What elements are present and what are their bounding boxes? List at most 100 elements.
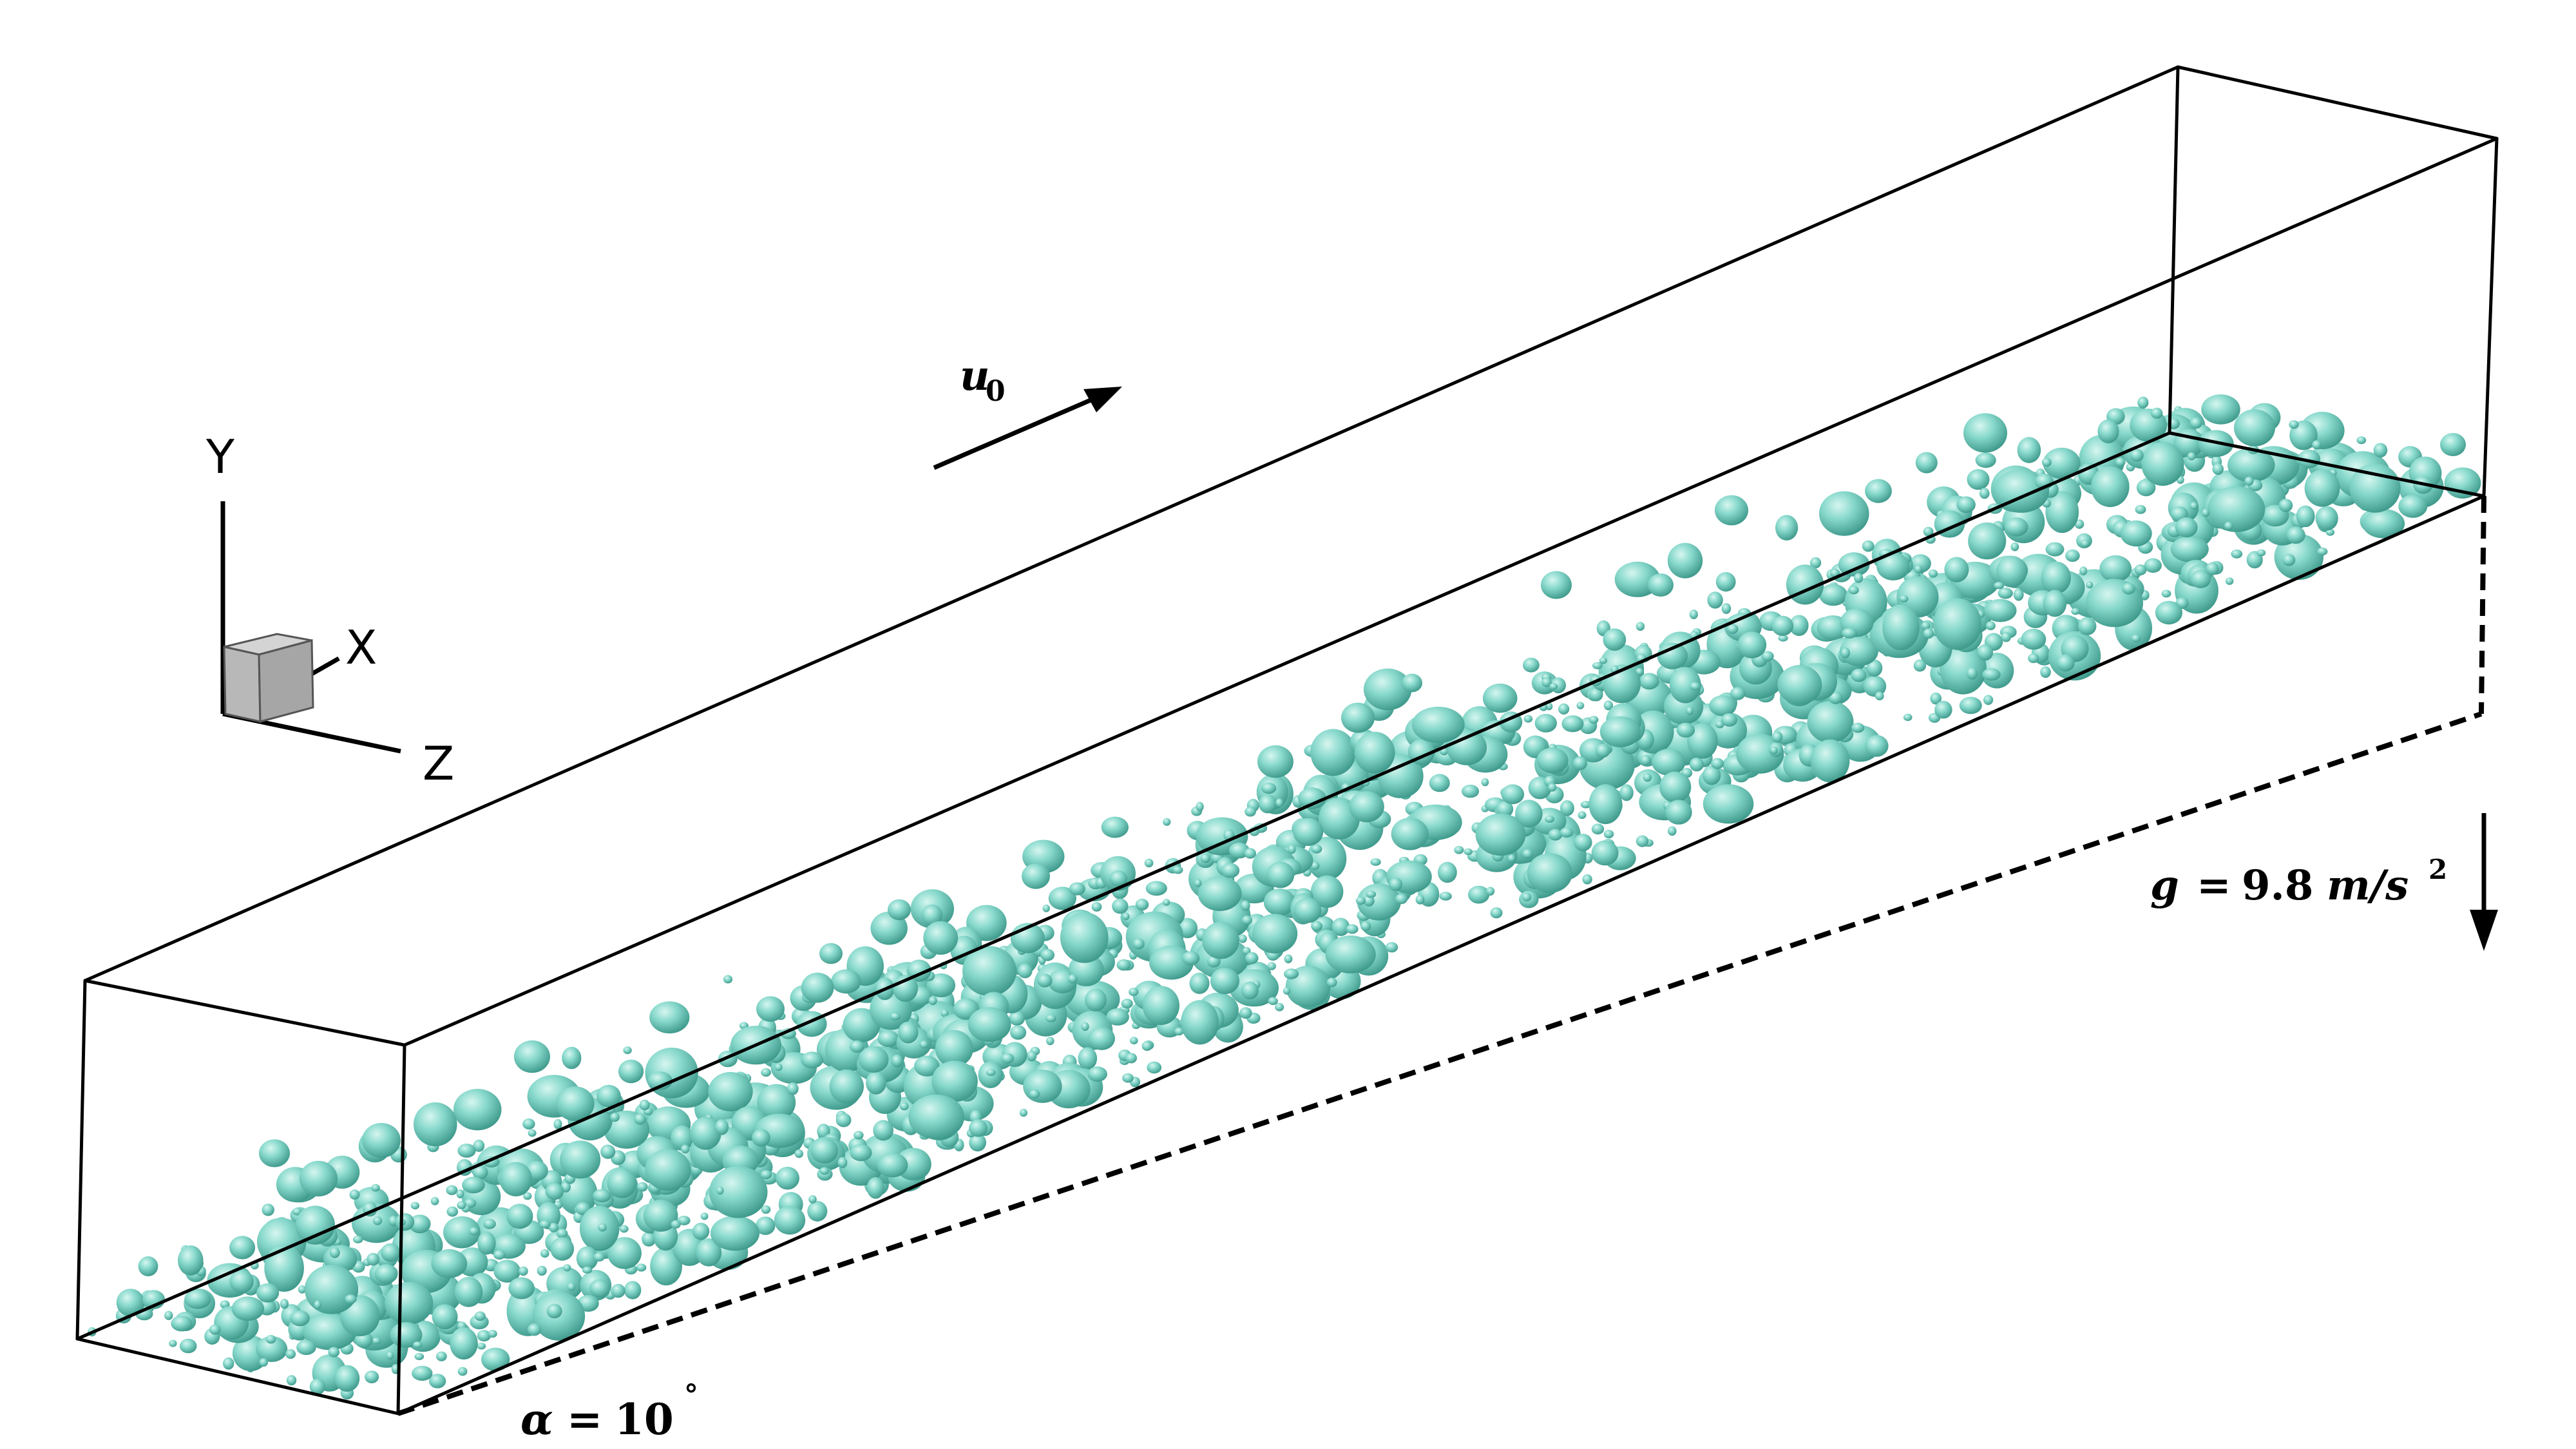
bubble — [2137, 396, 2149, 408]
bubble — [1715, 572, 1736, 592]
bubble — [1914, 564, 1923, 573]
bubble — [563, 1264, 571, 1272]
bubble — [2312, 440, 2322, 450]
gravity-label: g = 9.8 m/s 2 — [2150, 854, 2447, 910]
bubble — [1275, 1003, 1284, 1012]
bubble — [1389, 878, 1403, 891]
bubble — [752, 1129, 770, 1147]
bubble — [527, 1323, 542, 1336]
bubble — [2170, 536, 2209, 562]
gravity-value: 9.8 — [2242, 861, 2313, 910]
bubble — [962, 946, 1016, 996]
bubble — [1819, 491, 1869, 536]
bubble — [540, 1249, 549, 1258]
bubble — [677, 1216, 691, 1225]
bubble — [2325, 528, 2335, 536]
bubble — [1081, 1022, 1089, 1032]
bubble — [371, 1184, 380, 1192]
bubble — [1595, 744, 1610, 758]
bubble — [1241, 900, 1250, 911]
bubble — [454, 1276, 483, 1307]
bubble — [1648, 573, 1674, 597]
bubble — [2028, 653, 2039, 664]
bubble — [1560, 827, 1574, 838]
bubble — [477, 1330, 491, 1342]
bubble — [921, 904, 943, 926]
bubble — [1402, 673, 1422, 693]
bubble — [1027, 1050, 1037, 1062]
bubble — [1268, 997, 1278, 1005]
bubble — [819, 1167, 830, 1175]
bubble — [935, 1030, 973, 1068]
bubble — [1643, 772, 1652, 782]
bubble — [1737, 631, 1767, 658]
bubble — [1238, 934, 1247, 943]
bubble — [2086, 581, 2094, 589]
bubble — [1669, 667, 1701, 704]
bubble — [619, 1225, 629, 1233]
bubble — [1770, 746, 1778, 754]
bubble — [2202, 508, 2209, 517]
bubble — [457, 1367, 468, 1376]
bubble — [1541, 571, 1572, 599]
bubble — [2317, 547, 2328, 556]
bubble — [1122, 1073, 1134, 1083]
bubble — [2289, 420, 2299, 429]
bubble — [1429, 774, 1450, 792]
bubble — [1636, 835, 1649, 847]
bubble — [877, 1030, 899, 1048]
bubble — [1029, 1089, 1040, 1099]
bubble — [1807, 700, 1854, 744]
bubble — [618, 1059, 644, 1084]
bubble — [1913, 659, 1927, 672]
bubble — [1009, 1011, 1026, 1026]
bubble — [1578, 811, 1587, 820]
bubble — [1325, 936, 1376, 974]
bubble — [523, 1192, 532, 1200]
bubble — [1197, 876, 1242, 911]
bubble — [914, 1055, 940, 1077]
bubble — [1122, 912, 1130, 921]
bubble — [2071, 608, 2080, 615]
bubble — [756, 996, 785, 1022]
bubble — [229, 1270, 254, 1293]
bubble — [1956, 496, 1976, 513]
bubble — [1975, 452, 1996, 468]
bubble — [2212, 463, 2224, 475]
bubble — [1589, 716, 1599, 724]
bubble — [680, 1144, 690, 1154]
bubble — [304, 1265, 359, 1314]
bubble — [352, 1235, 363, 1243]
bubble — [1135, 898, 1149, 911]
bubble — [696, 1238, 722, 1267]
bubble — [482, 1218, 496, 1229]
bubble — [550, 1237, 575, 1261]
bubble — [1162, 899, 1170, 906]
bubble — [1862, 540, 1875, 552]
bubble — [1851, 722, 1865, 733]
bubble — [645, 1149, 691, 1191]
bubble — [1311, 844, 1322, 854]
bubble — [286, 1375, 297, 1386]
bubble — [367, 1252, 379, 1266]
bubble — [2175, 517, 2198, 538]
bubble — [256, 1283, 280, 1303]
bubble — [1789, 615, 1809, 637]
bubble — [2056, 654, 2075, 672]
bubble — [428, 1374, 446, 1388]
bubble — [309, 1378, 325, 1395]
bubble — [1934, 700, 1952, 719]
bubble — [2040, 666, 2051, 678]
bubble — [639, 1099, 650, 1111]
bubble — [1221, 863, 1240, 878]
bubble — [314, 1300, 321, 1309]
bubble — [2282, 553, 2296, 566]
bubble — [2161, 590, 2171, 598]
bubble — [1370, 858, 1381, 866]
bubble — [2234, 409, 2275, 446]
bubble — [1310, 861, 1320, 870]
bubble — [1574, 834, 1592, 852]
bubble — [969, 1119, 988, 1137]
bubble — [450, 1327, 478, 1360]
